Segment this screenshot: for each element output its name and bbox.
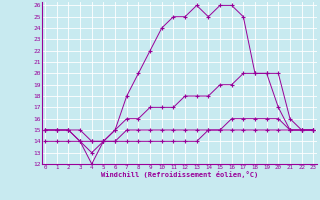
X-axis label: Windchill (Refroidissement éolien,°C): Windchill (Refroidissement éolien,°C) [100,171,258,178]
